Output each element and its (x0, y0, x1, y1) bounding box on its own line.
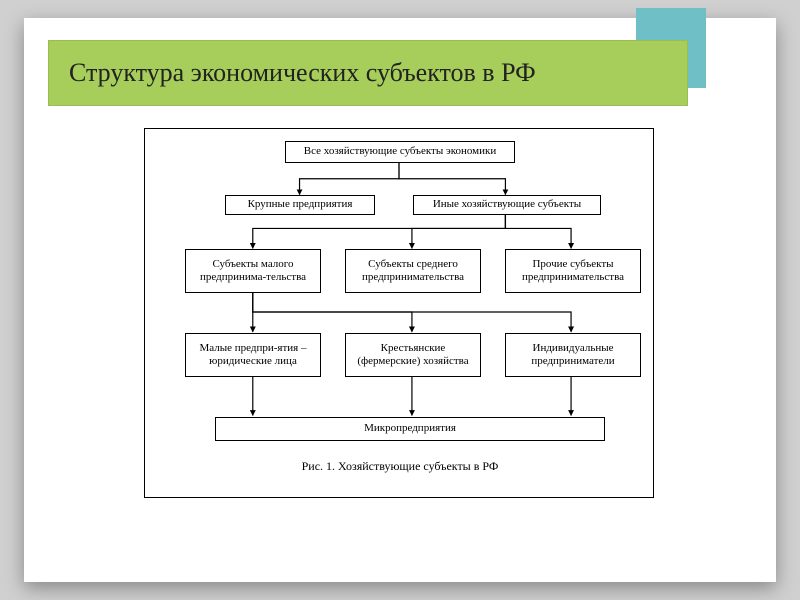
node-root: Все хозяйствующие субъекты экономики (285, 141, 515, 163)
node-mid: Субъекты среднего предпринимательства (345, 249, 481, 293)
node-other: Иные хозяйствующие субъекты (413, 195, 601, 215)
node-farm: Крестьянские (фермерские) хозяйства (345, 333, 481, 377)
diagram-frame: Все хозяйствующие субъекты экономики Круп… (144, 128, 654, 498)
node-big: Крупные предприятия (225, 195, 375, 215)
page-title: Структура экономических субъектов в РФ (69, 58, 536, 88)
diagram-caption: Рис. 1. Хозяйствующие субъекты в РФ (145, 459, 655, 474)
node-micro: Микропредприятия (215, 417, 605, 441)
diagram-edges (145, 129, 653, 497)
node-legal: Малые предпри-ятия – юридические лица (185, 333, 321, 377)
title-box: Структура экономических субъектов в РФ (48, 40, 688, 106)
node-misc: Прочие субъекты предпринимательства (505, 249, 641, 293)
node-indiv: Индивидуальные предприниматели (505, 333, 641, 377)
diagram: Все хозяйствующие субъекты экономики Круп… (145, 129, 653, 497)
node-small: Субъекты малого предпринима-тельства (185, 249, 321, 293)
slide: Структура экономических субъектов в РФ В… (24, 18, 776, 582)
